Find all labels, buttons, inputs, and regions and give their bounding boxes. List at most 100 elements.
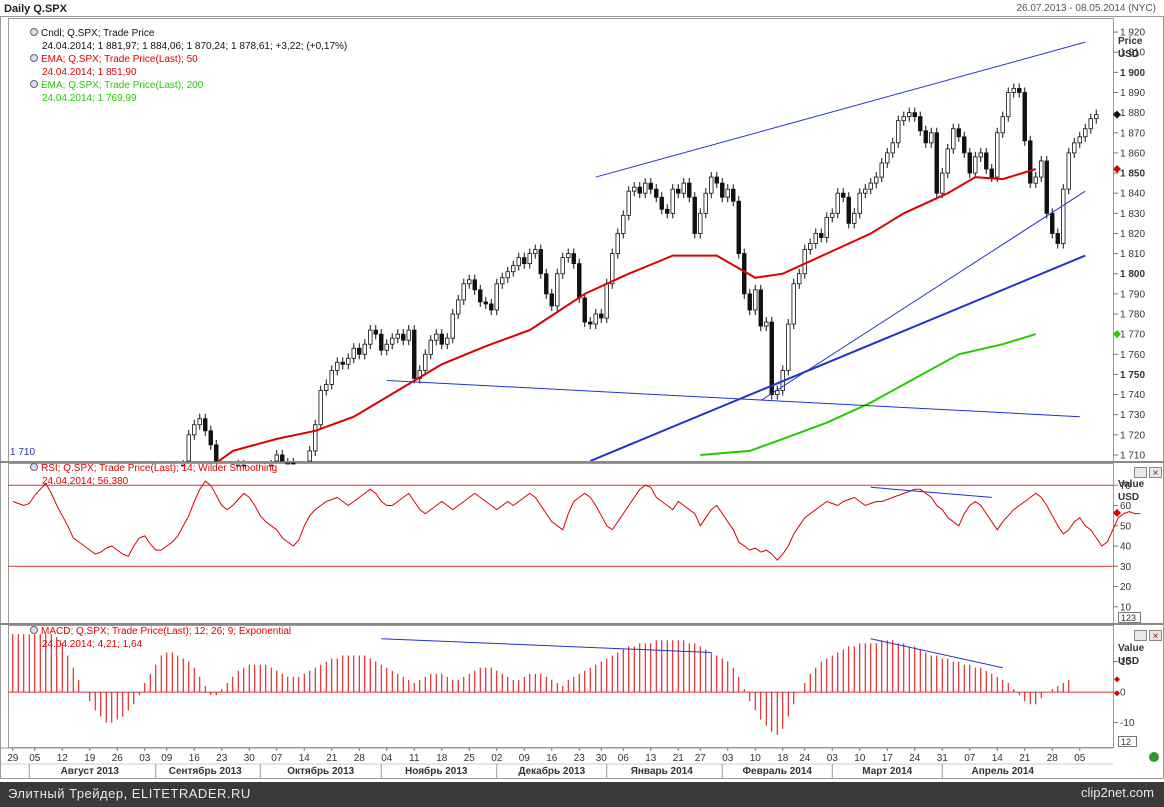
candle-body	[593, 313, 598, 325]
candle-body	[967, 152, 972, 174]
candle-body	[676, 188, 681, 194]
candle-body	[351, 347, 356, 359]
day-tick-label: 09	[519, 753, 531, 764]
trendline	[386, 379, 1080, 418]
candle-body	[214, 444, 219, 462]
candle-body	[461, 283, 466, 301]
legend-clock-icon	[30, 54, 38, 62]
macd-tick-label: -10	[1120, 718, 1135, 729]
candle-body	[984, 152, 989, 170]
last-price-marker	[1113, 110, 1121, 119]
rsi-pane-close-button[interactable]	[1149, 467, 1162, 478]
day-tick-label: 05	[1074, 753, 1086, 764]
candle-body	[725, 188, 730, 198]
price-tick-label: 1 710	[1120, 450, 1145, 461]
candle-body	[456, 299, 461, 315]
legend-clock-icon	[30, 80, 38, 88]
candle-body	[670, 188, 675, 214]
candle-body	[1094, 114, 1099, 120]
rsi-pane	[8, 463, 1114, 624]
candle-body	[428, 339, 433, 355]
macd-legend-name: MACD; Q.SPX; Trade Price(Last); 12; 26; …	[41, 626, 291, 637]
candle-body	[335, 361, 340, 371]
candle-body	[951, 128, 956, 150]
day-tick-label: 25	[464, 753, 476, 764]
day-tick-label: 06	[618, 753, 630, 764]
candle-body	[1006, 92, 1011, 118]
candle-body	[846, 196, 851, 224]
candle-body	[703, 192, 708, 214]
candle-body	[1033, 176, 1038, 184]
candle-body	[791, 283, 796, 325]
candle-body	[1028, 140, 1033, 184]
price-axis-title: Price	[1118, 36, 1143, 47]
candle-body	[901, 116, 906, 122]
day-tick-label: 02	[491, 753, 503, 764]
day-tick-label: 14	[992, 753, 1004, 764]
candle-body	[940, 172, 945, 194]
candle-body	[643, 182, 648, 194]
month-label: Август 2013	[61, 766, 120, 777]
rsi-close-icon: ×	[1153, 468, 1159, 479]
chart-canvas[interactable]: × × 1 920 1 910 1 900 1 890 1 880 1 870 1 860 1 8…	[0, 0, 1164, 782]
candle-body	[340, 361, 345, 365]
day-tick-label: 16	[189, 753, 201, 764]
day-tick-label: 24	[799, 753, 811, 764]
candle-body	[390, 337, 395, 345]
candle-body	[269, 464, 274, 467]
macd-pane-close-button[interactable]	[1149, 630, 1162, 641]
candle-body	[494, 283, 499, 311]
candle-body	[786, 323, 791, 371]
candle-body	[802, 249, 807, 275]
candle-body	[368, 329, 373, 345]
rsi-axis-title: Value	[1118, 479, 1145, 490]
candle-body	[879, 162, 884, 178]
candle-body	[747, 293, 752, 311]
candle-body	[1077, 136, 1082, 144]
candle-body	[1088, 118, 1093, 130]
rsi-tick-label: 70	[1120, 481, 1132, 492]
candle-body	[929, 132, 934, 144]
status-indicator-icon	[1149, 752, 1159, 762]
rsi-pane-restore-button[interactable]	[1134, 467, 1147, 478]
candle-body	[329, 369, 334, 385]
candle-body	[373, 329, 378, 335]
macd-pane-restore-button[interactable]	[1134, 630, 1147, 641]
candle-body	[648, 182, 653, 190]
candle-body	[181, 464, 186, 467]
macd-tick-label: 0	[1120, 688, 1126, 699]
candle-body	[808, 243, 813, 250]
candle-body	[868, 182, 873, 190]
candle-body	[566, 253, 571, 259]
candle-body	[318, 390, 323, 426]
candle-body	[406, 329, 411, 341]
chart-title: Daily Q.SPX	[4, 3, 67, 15]
candle-body	[736, 200, 741, 254]
day-tick-label: 26	[112, 753, 124, 764]
price-legend-values: 24.04.2014; 1 851,90	[42, 67, 137, 78]
price-tick-label: 1 850	[1120, 169, 1145, 180]
day-tick-label: 21	[326, 753, 338, 764]
day-tick-label: 31	[937, 753, 949, 764]
candle-body	[505, 271, 510, 279]
candle-body	[379, 333, 384, 351]
day-tick-label: 21	[1019, 753, 1031, 764]
candle-body	[1017, 88, 1022, 93]
candle-body	[692, 196, 697, 234]
candle-body	[714, 176, 719, 184]
candle-body	[626, 190, 631, 216]
price-pane	[8, 18, 1114, 462]
candle-body	[571, 253, 576, 265]
price-legend-name: Cndl; Q.SPX; Trade Price	[41, 28, 155, 39]
price-tick-label: 1 760	[1120, 350, 1145, 361]
rsi-axis-unit: USD	[1118, 492, 1139, 503]
ema200-line	[700, 333, 1037, 456]
ema50-marker	[1113, 165, 1121, 174]
candle-body	[280, 454, 285, 462]
candle-body	[769, 321, 774, 395]
rsi-tick-label: 20	[1120, 582, 1132, 593]
candle-body	[346, 357, 351, 365]
trendline	[589, 254, 1086, 461]
candle-body	[423, 353, 428, 371]
rsi-legend-values: 24.04.2014; 56,380	[42, 476, 129, 487]
